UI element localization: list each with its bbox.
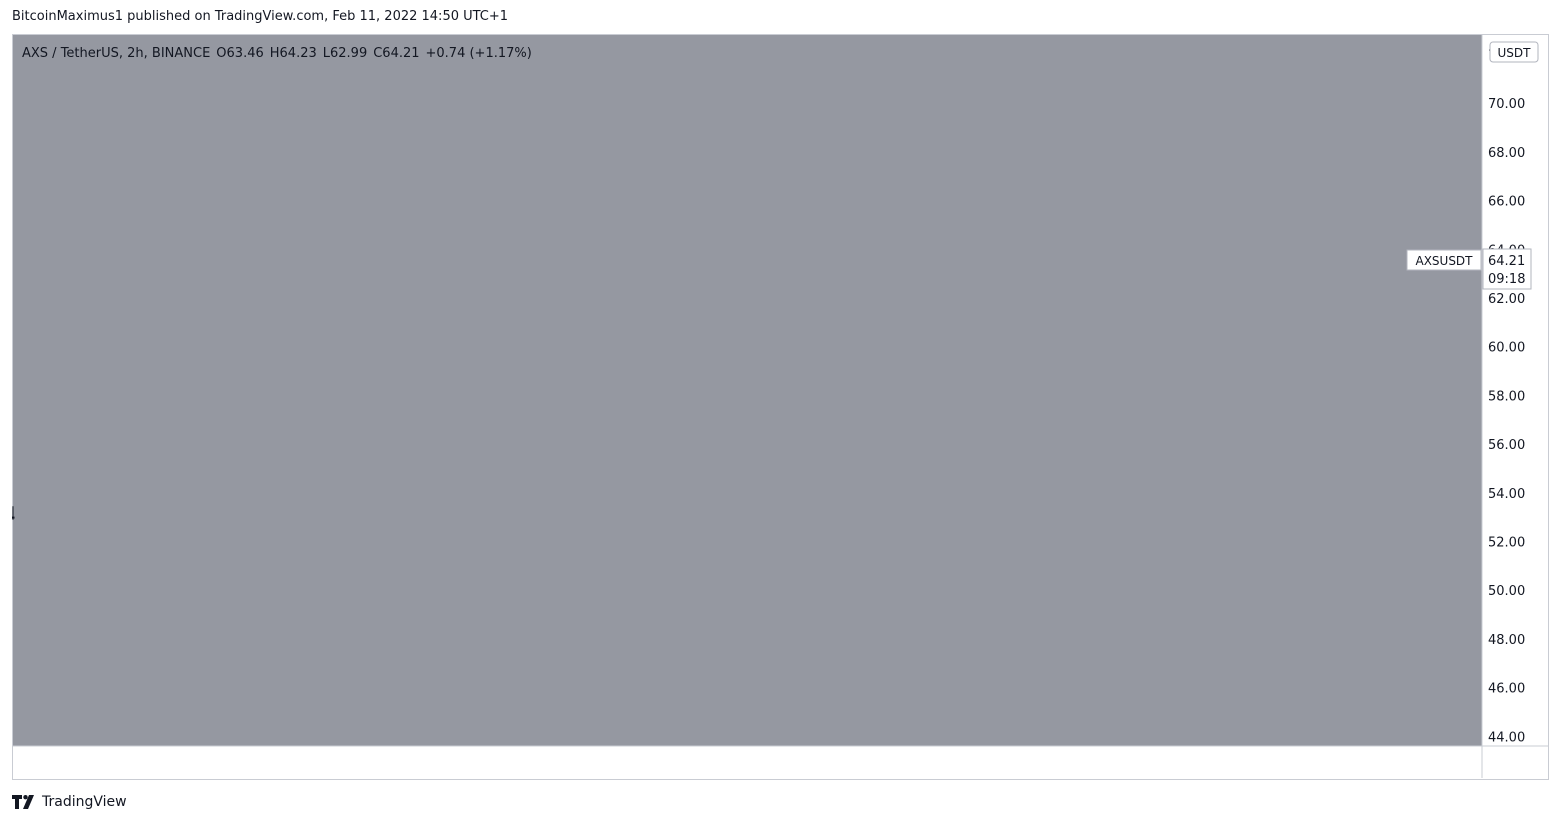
price-axis[interactable]: 72.0070.0068.0066.0064.0062.0060.0058.00… xyxy=(1488,48,1525,745)
published-by-line: BitcoinMaximus1 published on TradingView… xyxy=(12,9,509,24)
close-label: C xyxy=(373,46,382,61)
price-tick-label: 44.00 xyxy=(1488,730,1525,745)
symbol-tag: AXSUSDT xyxy=(1406,249,1482,271)
legend-pair: AXS / TetherUS, 2h, BINANCE xyxy=(22,46,210,61)
price-tick-label: 60.00 xyxy=(1488,341,1525,356)
price-tick-label: 56.00 xyxy=(1488,438,1525,453)
price-tick-label: 48.00 xyxy=(1488,633,1525,648)
open-value: 63.46 xyxy=(227,46,264,61)
high-value: 64.23 xyxy=(280,46,317,61)
currency-badge-label: USDT xyxy=(1498,46,1532,60)
price-tick-label: 50.00 xyxy=(1488,584,1525,599)
bearish-candle-body xyxy=(12,516,15,519)
open-label: O xyxy=(216,46,226,61)
close-value: 64.21 xyxy=(382,46,419,61)
last-price-tag: 64.21 09:18 xyxy=(1482,248,1532,290)
price-tick-label: 52.00 xyxy=(1488,535,1525,550)
change-value: +0.74 (+1.17%) xyxy=(426,46,532,61)
bar-countdown: 09:18 xyxy=(1488,272,1525,287)
price-tick-label: 66.00 xyxy=(1488,195,1525,210)
plot-area[interactable] xyxy=(13,35,1482,746)
price-tick-label: 68.00 xyxy=(1488,146,1525,161)
currency-badge[interactable]: USDT xyxy=(1489,41,1539,63)
low-value: 62.99 xyxy=(330,46,367,61)
price-tick-label: 62.00 xyxy=(1488,292,1525,307)
price-tick-label: 54.00 xyxy=(1488,487,1525,502)
candlestick-chart[interactable]: 72.0070.0068.0066.0064.0062.0060.0058.00… xyxy=(12,34,1549,780)
last-price-value: 64.21 xyxy=(1488,254,1525,269)
ohlc-legend: AXS / TetherUS, 2h, BINANCE O63.46 H64.23 L… xyxy=(22,46,532,61)
symbol-tag-label: AXSUSDT xyxy=(1415,254,1473,268)
candles-layer xyxy=(12,506,15,520)
high-label: H xyxy=(270,46,280,61)
tradingview-logo-icon xyxy=(12,795,34,809)
price-tick-label: 70.00 xyxy=(1488,97,1525,112)
price-tick-label: 46.00 xyxy=(1488,682,1525,697)
price-tick-label: 58.00 xyxy=(1488,389,1525,404)
low-label: L xyxy=(323,46,331,61)
footer-brand-name: TradingView xyxy=(42,794,127,810)
footer-branding: TradingView xyxy=(12,794,127,810)
